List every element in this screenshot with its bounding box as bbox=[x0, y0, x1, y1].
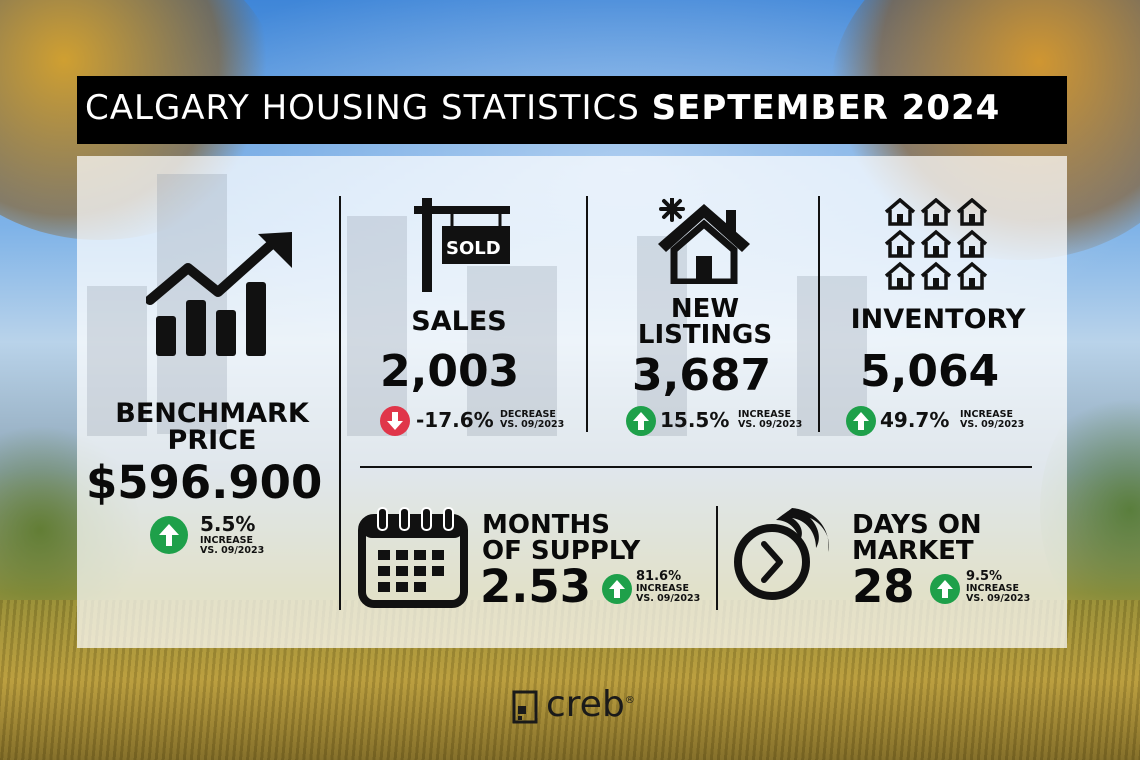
sold-sign-icon bbox=[414, 198, 510, 292]
new-listings-label-line2: LISTINGS bbox=[637, 320, 773, 350]
arrow-down-icon bbox=[380, 406, 410, 436]
divider bbox=[586, 196, 588, 432]
sales-change: -17.6% bbox=[416, 408, 494, 432]
divider bbox=[360, 466, 1032, 468]
months-of-supply-note-line1: INCREASE bbox=[636, 582, 689, 594]
months-of-supply-label-line1: MONTHS bbox=[482, 510, 610, 540]
skyline-building bbox=[637, 236, 687, 436]
months-of-supply-note: 81.6% INCREASE VS. 09/2023 bbox=[636, 570, 700, 604]
days-on-market-label-line2: MARKET bbox=[852, 536, 974, 566]
creb-logo-icon bbox=[512, 690, 538, 724]
days-on-market-note-line2: VS. 09/2023 bbox=[966, 592, 1031, 604]
new-listings-label-line1: NEW bbox=[670, 294, 740, 324]
inventory-value: 5,064 bbox=[860, 346, 1000, 397]
months-of-supply-note-line2: VS. 09/2023 bbox=[636, 592, 701, 604]
benchmark-change: 5.5% bbox=[200, 512, 256, 536]
new-listings-note: INCREASE VS. 09/2023 bbox=[738, 410, 802, 430]
days-on-market-label-line1: DAYS ON bbox=[852, 510, 982, 540]
inventory-note: INCREASE VS. 09/2023 bbox=[960, 410, 1024, 430]
days-on-market-note-line1: INCREASE bbox=[966, 582, 1019, 594]
sales-note-line2: VS. 09/2023 bbox=[500, 418, 565, 430]
days-on-market-value: 28 bbox=[852, 560, 915, 613]
months-of-supply-value: 2.53 bbox=[480, 560, 592, 613]
trend-chart-icon bbox=[146, 232, 292, 356]
houses-grid-icon bbox=[884, 198, 988, 290]
title-regular: CALGARY HOUSING STATISTICS bbox=[85, 88, 640, 128]
benchmark-label-line2: PRICE bbox=[167, 425, 257, 456]
divider bbox=[716, 506, 718, 610]
new-house-icon bbox=[658, 198, 750, 284]
benchmark-note: INCREASE VS. 09/2023 bbox=[200, 536, 264, 556]
new-listings-change: 15.5% bbox=[660, 408, 730, 432]
brand-text: creb bbox=[546, 684, 625, 725]
inventory-label: INVENTORY bbox=[850, 304, 1026, 335]
page-title: CALGARY HOUSING STATISTICS SEPTEMBER 202… bbox=[85, 88, 1000, 128]
new-listings-note-line1: INCREASE bbox=[738, 409, 791, 420]
title-bar bbox=[77, 76, 1067, 144]
days-on-market-label: DAYS ON MARKET bbox=[852, 512, 982, 564]
brand-mark: ® bbox=[624, 695, 635, 706]
benchmark-value: $596.900 bbox=[86, 456, 323, 509]
sales-note-line1: DECREASE bbox=[500, 409, 556, 420]
skyline-building bbox=[87, 286, 147, 436]
brand-name: creb® bbox=[546, 684, 635, 725]
days-on-market-change: 9.5% bbox=[966, 569, 1003, 584]
sales-note: DECREASE VS. 09/2023 bbox=[500, 410, 564, 430]
stats-panel bbox=[77, 156, 1067, 648]
sales-label: SALES bbox=[411, 306, 507, 337]
inventory-note-line2: VS. 09/2023 bbox=[960, 418, 1025, 430]
sold-sign-text: SOLD bbox=[446, 238, 501, 259]
arrow-up-icon bbox=[150, 516, 188, 554]
arrow-up-icon bbox=[602, 574, 632, 604]
months-of-supply-label: MONTHS OF SUPPLY bbox=[482, 512, 640, 564]
skyline-building bbox=[467, 266, 557, 436]
divider bbox=[818, 196, 820, 432]
new-listings-value: 3,687 bbox=[632, 350, 772, 401]
sales-value: 2,003 bbox=[380, 346, 520, 397]
calendar-icon bbox=[358, 507, 468, 608]
arrow-up-icon bbox=[846, 406, 876, 436]
benchmark-label: BENCHMARK PRICE bbox=[104, 400, 320, 454]
benchmark-label-line1: BENCHMARK bbox=[115, 398, 309, 429]
months-of-supply-label-line2: OF SUPPLY bbox=[482, 536, 641, 566]
days-on-market-note: 9.5% INCREASE VS. 09/2023 bbox=[966, 570, 1030, 604]
benchmark-note-line2: VS. 09/2023 bbox=[200, 544, 265, 556]
skyline-building bbox=[347, 216, 407, 436]
title-bold: SEPTEMBER 2024 bbox=[651, 88, 1001, 128]
new-listings-label: NEW LISTINGS bbox=[620, 296, 790, 348]
divider bbox=[339, 196, 341, 610]
inventory-change: 49.7% bbox=[880, 408, 950, 432]
inventory-note-line1: INCREASE bbox=[960, 409, 1013, 420]
arrow-up-icon bbox=[930, 574, 960, 604]
arrow-up-icon bbox=[626, 406, 656, 436]
benchmark-note-line1: INCREASE bbox=[200, 535, 253, 546]
months-of-supply-change: 81.6% bbox=[636, 569, 682, 584]
fast-clock-icon bbox=[734, 508, 830, 600]
new-listings-note-line2: VS. 09/2023 bbox=[738, 418, 803, 430]
